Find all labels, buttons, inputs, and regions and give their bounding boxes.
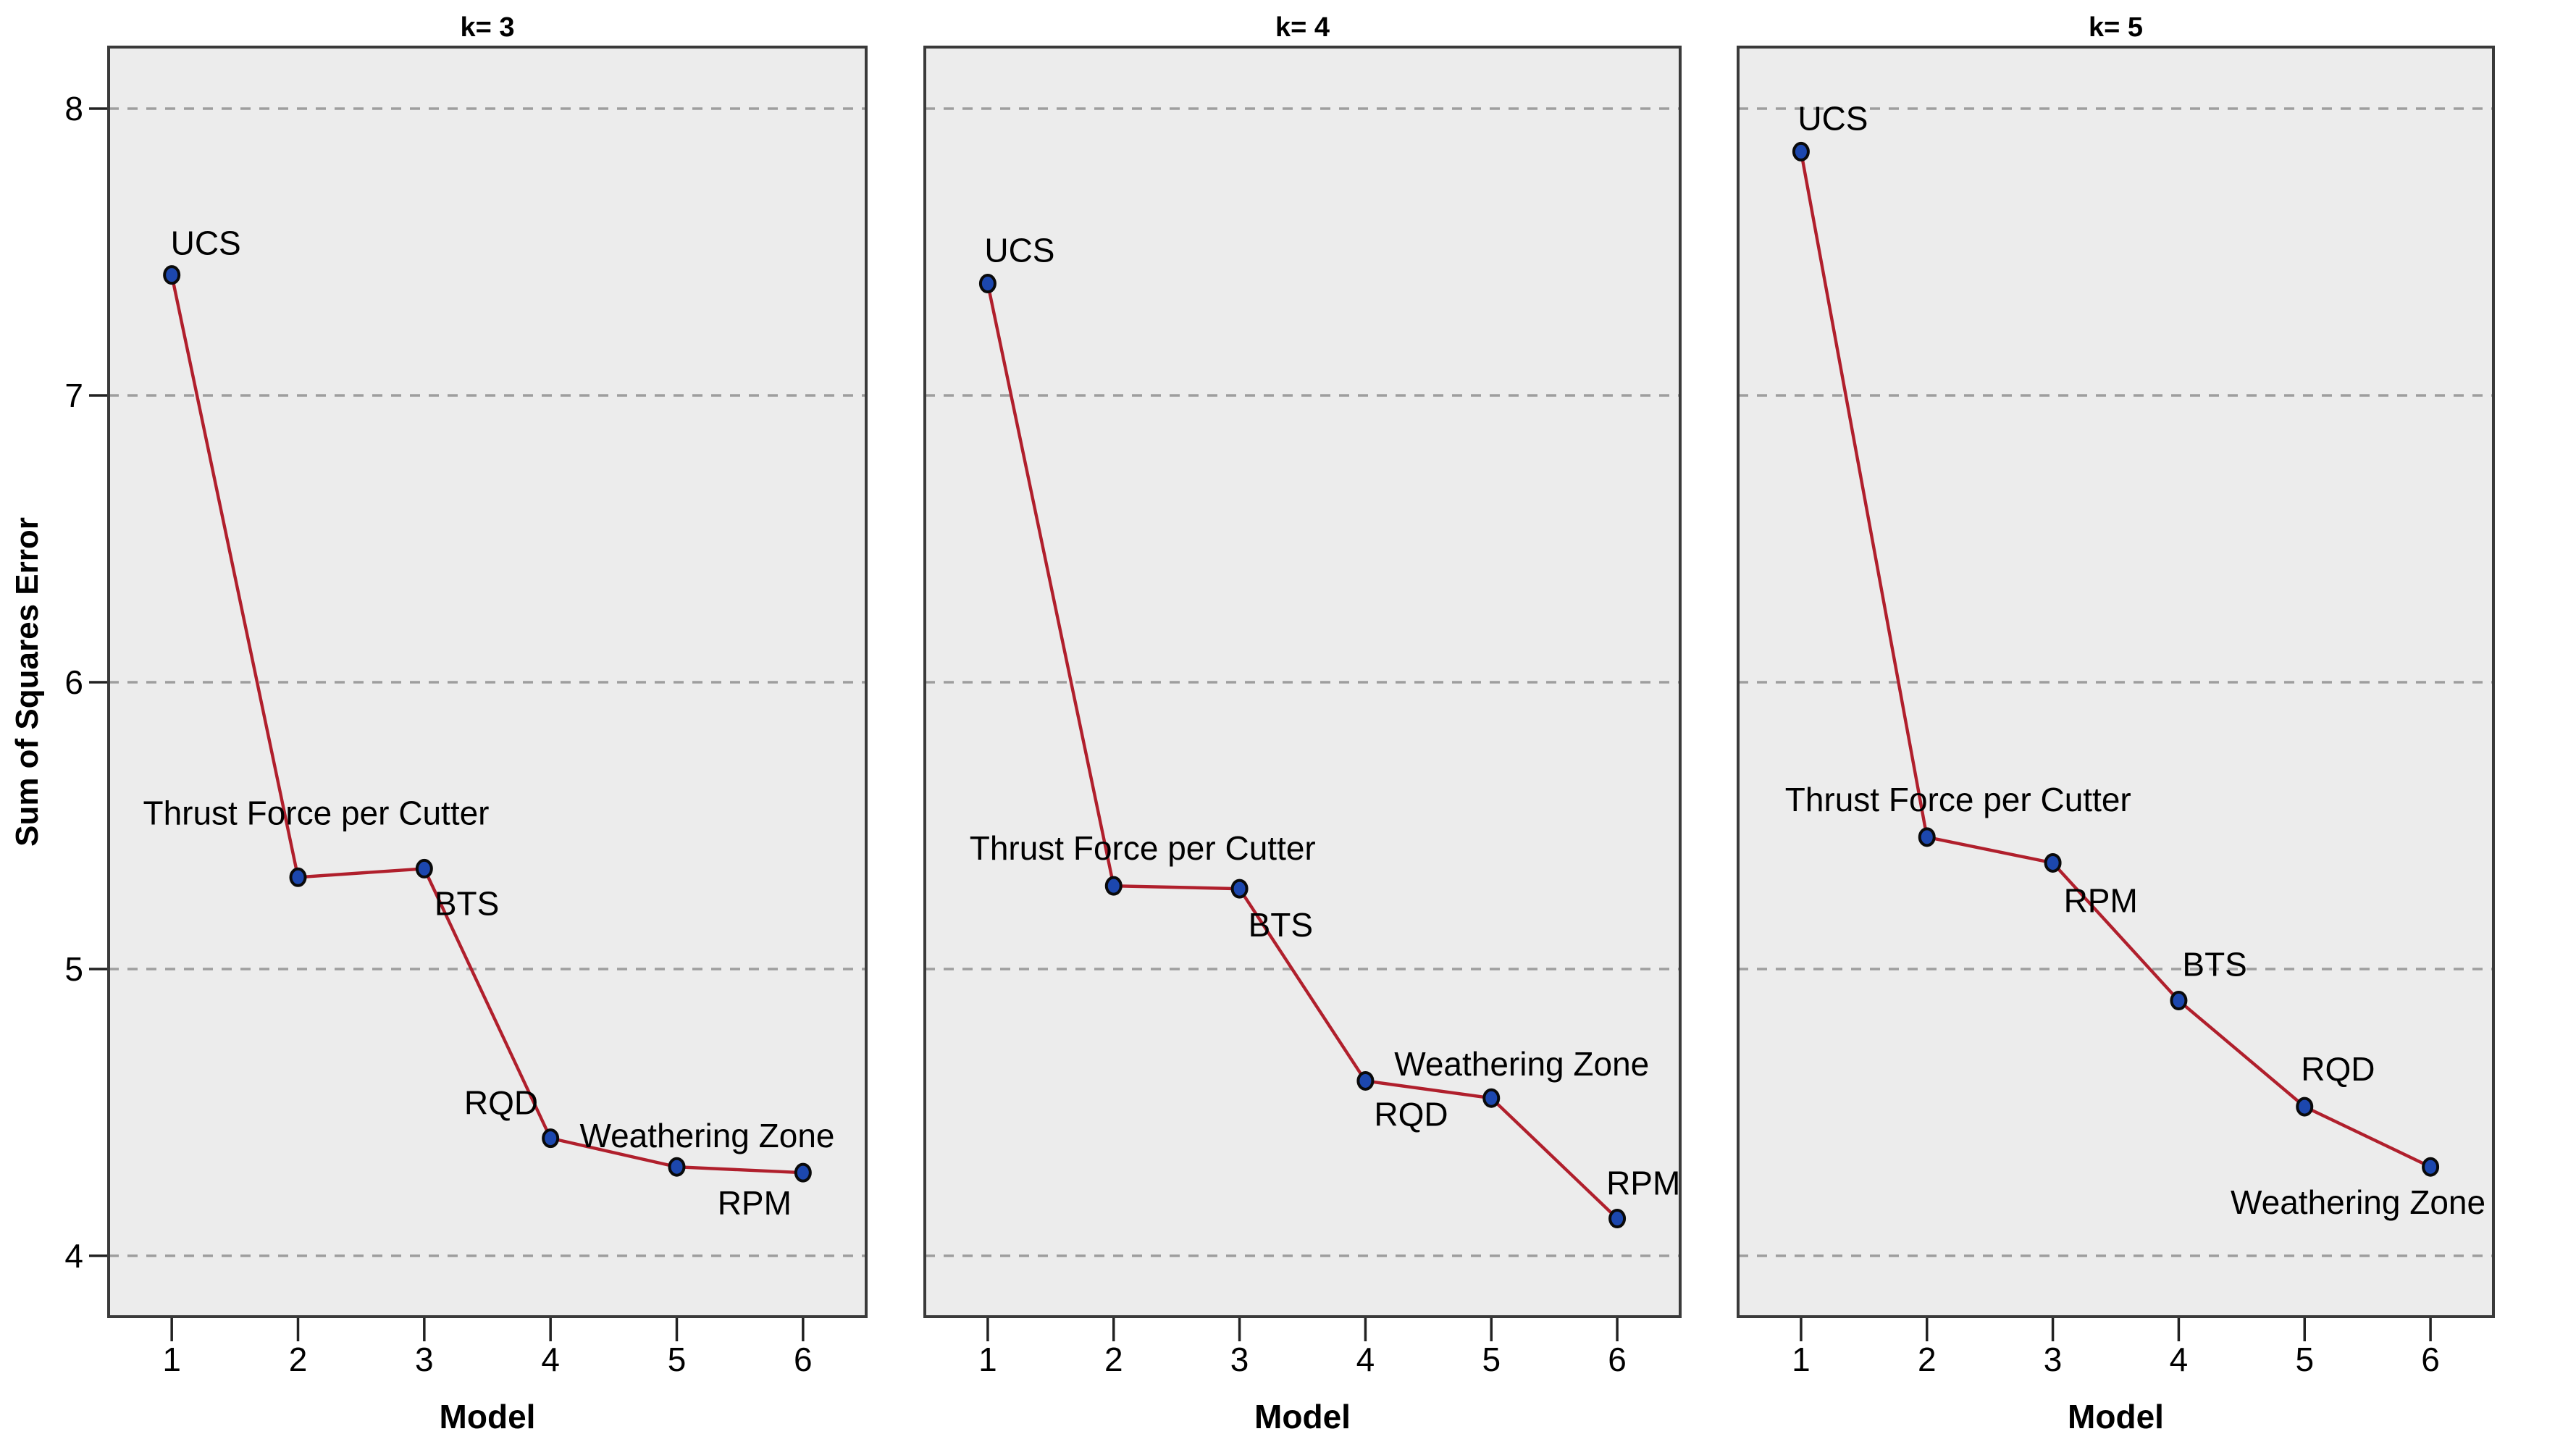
panel-k=3: k= 3 8 7 6 5 4 1 2 3 4 5 6 Model UCS Thrust Force per …: [64, 12, 868, 1435]
y-axis-title: Sum of Squares Error: [9, 517, 45, 847]
point-label: RQD: [1374, 1095, 1448, 1133]
data-point-marker: [163, 265, 181, 285]
y-tick-label: 7: [64, 377, 83, 414]
point-label: BTS: [435, 884, 499, 922]
point-label: UCS: [171, 225, 241, 262]
data-point-marker: [978, 274, 997, 294]
x-tick-label: 3: [415, 1341, 434, 1378]
x-tick-label: 5: [668, 1341, 687, 1378]
panel-title: k= 3: [460, 12, 514, 43]
data-point-marker: [794, 1162, 812, 1183]
data-point-marker: [289, 867, 307, 887]
x-tick-label: 3: [2044, 1341, 2063, 1378]
data-point-marker: [542, 1128, 560, 1149]
point-label: BTS: [1249, 906, 1313, 944]
x-tick-label: 4: [541, 1341, 560, 1378]
point-label: RQD: [464, 1084, 538, 1122]
x-tick-label: 6: [794, 1341, 813, 1378]
x-tick-label: 1: [1792, 1341, 1811, 1378]
point-label: Thrust Force per Cutter: [143, 794, 489, 831]
point-label: Weathering Zone: [2231, 1183, 2485, 1221]
panel-title: k= 5: [2089, 12, 2143, 43]
point-label: UCS: [984, 232, 1054, 269]
data-point-marker: [1608, 1209, 1627, 1229]
point-label: RPM: [1606, 1165, 1680, 1202]
plot-frame: [1737, 46, 2495, 1318]
data-point-marker: [1482, 1088, 1501, 1108]
point-label: Thrust Force per Cutter: [1785, 781, 2131, 818]
data-point-marker: [2044, 852, 2062, 873]
x-tick-label: 6: [1608, 1341, 1627, 1378]
series-line: [1799, 151, 2432, 1169]
x-tick-label: 6: [2421, 1341, 2440, 1378]
point-label: RPM: [718, 1184, 792, 1222]
series-line: [170, 274, 803, 1175]
point-label: Weathering Zone: [579, 1117, 834, 1154]
data-point-marker: [1104, 876, 1123, 896]
x-tick-label: 2: [289, 1341, 308, 1378]
point-label: BTS: [2182, 946, 2246, 984]
series-line: [986, 283, 1619, 1220]
x-axis-title: Model: [440, 1398, 536, 1435]
x-tick-label: 1: [162, 1341, 181, 1378]
x-tick-label: 4: [1356, 1341, 1375, 1378]
plot-frame: [923, 46, 1682, 1318]
point-label: Weathering Zone: [1394, 1045, 1649, 1083]
point-label: RPM: [2064, 881, 2138, 919]
x-tick-label: 3: [1230, 1341, 1249, 1378]
x-axis-title: Model: [1254, 1398, 1351, 1435]
y-tick-label: 5: [64, 950, 83, 988]
plot-frame: [107, 46, 868, 1318]
x-tick-label: 2: [1104, 1341, 1123, 1378]
y-tick-label: 4: [64, 1237, 83, 1275]
x-tick-label: 5: [2295, 1341, 2314, 1378]
data-point-marker: [2422, 1157, 2440, 1177]
panel-k=4: k= 4 1 2 3 4 5 6 Model UCS Thrust Force per Cutte…: [923, 12, 1682, 1435]
data-point-marker: [1356, 1070, 1375, 1091]
x-tick-label: 2: [1918, 1341, 1937, 1378]
panel-title: k= 4: [1275, 12, 1330, 43]
data-point-marker: [2170, 991, 2188, 1011]
data-point-marker: [1918, 827, 1936, 847]
point-label: Thrust Force per Cutter: [970, 829, 1316, 867]
x-tick-label: 4: [2170, 1341, 2189, 1378]
data-point-marker: [415, 858, 433, 879]
data-point-marker: [2296, 1097, 2314, 1117]
y-tick-label: 8: [64, 90, 83, 127]
panel-k=5: k= 5 1 2 3 4 5 6 Model UCS Thrust Force per Cutte…: [1737, 12, 2495, 1435]
y-tick-label: 6: [64, 663, 83, 701]
x-tick-label: 1: [978, 1341, 997, 1378]
data-point-marker: [1230, 879, 1249, 899]
x-axis-title: Model: [2068, 1398, 2164, 1435]
x-tick-label: 5: [1482, 1341, 1501, 1378]
data-point-marker: [668, 1157, 686, 1177]
data-point-marker: [1792, 141, 1810, 162]
point-label: RQD: [2301, 1050, 2375, 1088]
point-label: UCS: [1797, 99, 1868, 137]
